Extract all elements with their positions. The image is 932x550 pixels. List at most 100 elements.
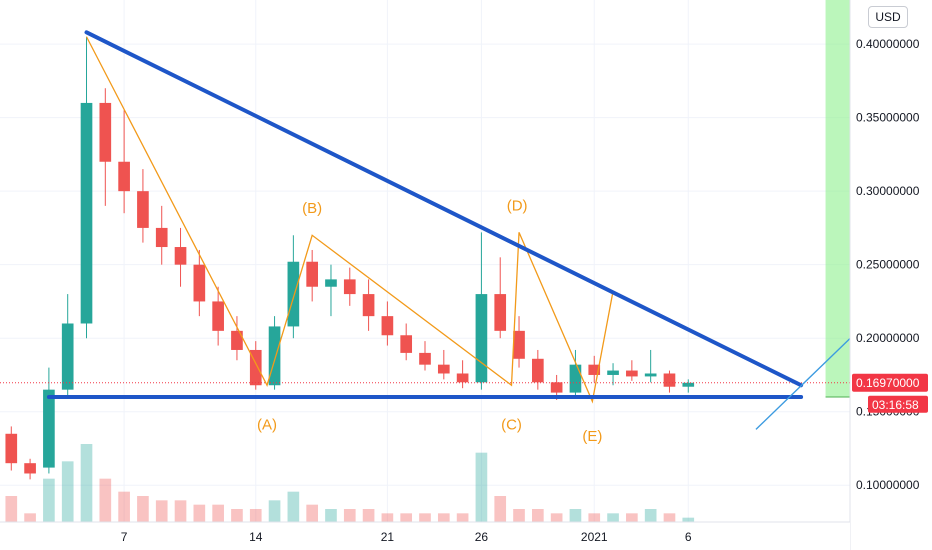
candle-body (343, 279, 356, 295)
volume-bar (494, 496, 507, 522)
price-axis[interactable]: 0.10000000 0.20000000 0.25000000 0.30000000… (849, 0, 932, 550)
current-price-badge (852, 373, 928, 392)
candle-body (569, 364, 582, 393)
volume-bar (362, 509, 375, 522)
upper-trendline (84, 30, 804, 388)
candle (494, 257, 507, 339)
candle (174, 227, 187, 287)
drawing-annotations: (A) (B) (C) (D) (E) (0, 30, 925, 445)
candle (231, 316, 243, 361)
time-tick-label: 21 (381, 530, 395, 544)
candle-body (550, 382, 563, 393)
candle-body (212, 301, 224, 331)
volume-bar (381, 513, 394, 522)
volume-bar (419, 513, 431, 522)
volume-bar (569, 509, 582, 522)
volume-bar (306, 504, 318, 522)
candle-body (287, 261, 300, 327)
volume-bar (43, 478, 55, 522)
currency-button[interactable]: USD (868, 6, 908, 28)
countdown-label: 03:16:58 (872, 398, 919, 412)
volume-bar (268, 500, 281, 522)
candle (626, 360, 638, 381)
volume-bar (61, 461, 74, 522)
time-tick-label: 6 (685, 530, 692, 544)
price-tick-label: 0.25000000 (856, 258, 920, 272)
candle-body (80, 102, 93, 324)
candle-body (155, 227, 168, 248)
candle (644, 349, 657, 383)
candle (287, 235, 300, 339)
candle-body (400, 335, 413, 353)
candle (155, 205, 168, 265)
candle-body (513, 330, 525, 359)
candle (475, 232, 488, 390)
volume-bar (607, 513, 619, 522)
volume-bar (400, 513, 413, 522)
candle-body (682, 382, 695, 387)
wave-label: (D) (507, 197, 528, 214)
candle (513, 316, 525, 368)
candle (456, 360, 469, 389)
candle (607, 363, 619, 386)
time-axis[interactable]: 7 14 21 26 2021 6 (0, 521, 850, 550)
candle (532, 349, 544, 390)
volume-bar (5, 496, 18, 522)
candle-body (588, 364, 601, 375)
volume-bar (513, 509, 525, 522)
candle (588, 355, 601, 383)
volume-bar (588, 513, 601, 522)
wave-path (85, 36, 614, 404)
chart-grid (0, 0, 850, 522)
price-tick-label: 0.20000000 (856, 331, 920, 345)
candle-body (24, 463, 36, 474)
candle-body (43, 389, 55, 468)
candle (193, 249, 206, 317)
volume-bar (231, 509, 243, 522)
countdown-badge (868, 395, 928, 413)
candle (24, 458, 36, 480)
volume-bar (437, 513, 450, 522)
candle (212, 286, 224, 346)
candle-body (437, 364, 450, 374)
candle (682, 379, 695, 393)
candle-body (5, 433, 18, 464)
candle-body (475, 294, 488, 383)
current-price-label: 0.16970000 (856, 376, 920, 390)
candle (249, 341, 262, 390)
candle-body (231, 330, 243, 350)
candle (362, 279, 375, 331)
time-tick-label: 2021 (581, 530, 608, 544)
candle-body (644, 373, 657, 377)
candle (5, 426, 18, 471)
volume-bar (644, 509, 657, 522)
candle-body (118, 161, 130, 192)
volume-bar (193, 504, 206, 522)
candle-body (61, 323, 74, 390)
volume-bar (550, 513, 563, 522)
candle-body (607, 370, 619, 375)
candle-body (325, 279, 337, 287)
candle-body (193, 264, 206, 302)
candle-body (419, 352, 431, 365)
volume-bar (80, 444, 93, 522)
candle (306, 249, 318, 302)
volume-bar (99, 478, 112, 522)
volume-bar (24, 513, 36, 522)
volume-bar (325, 509, 337, 522)
time-tick-label: 26 (475, 530, 489, 544)
volume-bar (682, 517, 695, 522)
candle (343, 267, 356, 306)
wave-label: (A) (257, 416, 277, 433)
volume-bar (174, 500, 187, 522)
volume-bar (212, 504, 224, 522)
volume-bar (456, 513, 469, 522)
time-tick-label: 14 (249, 530, 263, 544)
candle-body (362, 294, 375, 317)
candle (437, 349, 450, 380)
volume-bar (626, 513, 638, 522)
volume-bar (532, 509, 544, 522)
volume-bars (5, 444, 695, 522)
candle-body (306, 261, 318, 287)
